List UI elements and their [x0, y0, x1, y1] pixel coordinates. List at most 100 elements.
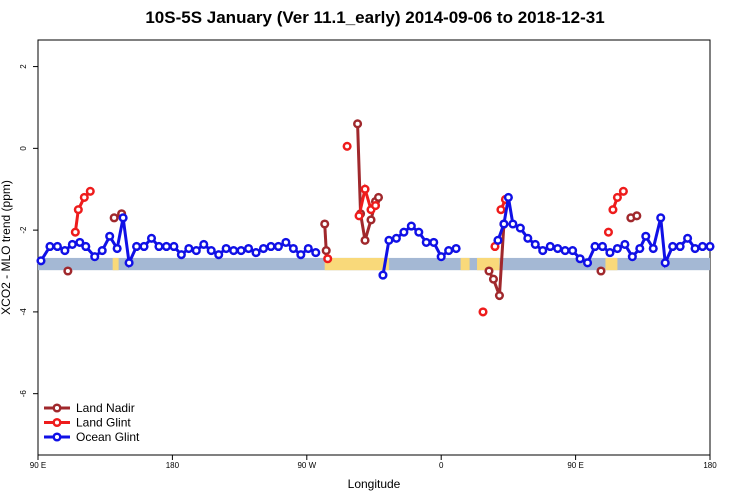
data-point	[90, 252, 100, 262]
data-point	[63, 266, 73, 276]
data-point	[191, 246, 201, 256]
data-point	[320, 219, 330, 229]
data-point	[635, 243, 645, 254]
data-point	[675, 241, 685, 252]
data-point	[603, 227, 614, 237]
data-point	[258, 243, 269, 254]
x-tick-label: 90 E	[30, 461, 46, 470]
land-band-segment	[460, 257, 470, 271]
y-axis-label: XCO2 - MLO trend (ppm)	[0, 180, 13, 315]
data-point	[582, 258, 593, 268]
data-point	[52, 241, 62, 252]
data-point	[236, 246, 246, 256]
data-point	[496, 205, 506, 215]
series-ocean-glint	[36, 192, 715, 280]
data-point	[515, 223, 525, 233]
x-tick-label: 180	[703, 461, 717, 470]
data-point	[697, 241, 708, 252]
data-point	[36, 256, 46, 266]
data-point	[612, 243, 622, 254]
data-point	[620, 239, 630, 249]
data-point	[311, 248, 321, 258]
data-point	[73, 205, 83, 215]
x-tick-label: 90 E	[567, 461, 583, 470]
data-point	[266, 241, 276, 252]
data-point	[303, 243, 313, 254]
axes: 90 E 180 90 W 0 90 E 180 2 0 -2 -4 -6	[19, 64, 717, 470]
data-point	[109, 213, 119, 223]
data-point	[75, 237, 85, 247]
data-point	[683, 233, 693, 243]
data-point	[184, 243, 194, 254]
legend-marker	[52, 417, 62, 428]
data-point	[384, 235, 394, 245]
data-point	[124, 258, 134, 268]
data-point	[354, 211, 364, 221]
data-point	[553, 243, 563, 254]
data-point	[451, 243, 461, 254]
data-point	[244, 243, 254, 254]
data-point	[199, 239, 209, 249]
data-point	[281, 237, 291, 247]
data-point	[169, 241, 179, 252]
data-point	[146, 233, 157, 243]
data-point	[373, 192, 384, 202]
data-point	[360, 235, 370, 245]
y-tick-label: -6	[19, 390, 28, 398]
data-point	[214, 250, 224, 260]
legend-marker	[52, 403, 62, 413]
data-point	[421, 237, 431, 247]
data-point	[444, 246, 454, 256]
data-point	[596, 266, 606, 276]
data-point	[366, 215, 376, 225]
y-tick-label: -4	[19, 308, 28, 316]
data-point	[45, 241, 55, 252]
data-point	[618, 186, 628, 196]
data-point	[360, 184, 370, 194]
data-point	[538, 246, 548, 256]
data-point	[590, 241, 600, 252]
data-point	[353, 119, 363, 129]
chart-title: 10S-5S January (Ver 11.1_early) 2014-09-…	[145, 8, 605, 27]
data-point	[503, 192, 513, 202]
data-point	[288, 243, 298, 254]
data-point	[85, 186, 95, 196]
data-point	[508, 219, 518, 229]
data-point	[81, 241, 91, 252]
data-point	[229, 246, 239, 256]
data-point	[568, 246, 578, 256]
data-point	[378, 270, 388, 280]
data-point	[632, 211, 642, 221]
series-land-nadir	[63, 119, 642, 301]
data-point	[488, 274, 499, 284]
data-point	[668, 241, 678, 252]
series-line	[487, 223, 506, 297]
data-point	[705, 241, 715, 252]
data-point	[575, 254, 585, 264]
data-point	[484, 266, 494, 276]
data-point	[494, 290, 504, 301]
data-point	[97, 246, 107, 256]
data-point	[342, 141, 352, 151]
x-tick-label: 90 W	[297, 461, 316, 470]
data-point	[176, 250, 186, 260]
data-point	[493, 235, 503, 245]
land-band-segment	[477, 257, 500, 271]
data-point	[627, 252, 637, 262]
data-point	[370, 201, 381, 211]
data-point	[132, 241, 142, 252]
data-point	[118, 213, 128, 223]
legend-entry-label: Land Nadir	[76, 401, 135, 415]
legend-entry-label: Land Glint	[76, 416, 131, 430]
data-point	[399, 227, 409, 237]
data-point	[597, 241, 608, 252]
x-axis-label: Longitude	[348, 477, 401, 491]
legend-entry-label: Ocean Glint	[76, 430, 140, 444]
data-point	[478, 307, 488, 317]
data-point	[221, 243, 231, 254]
y-tick-label: -2	[19, 226, 28, 234]
data-point	[105, 231, 115, 241]
y-tick-label: 2	[19, 64, 28, 69]
legend-marker	[52, 432, 62, 442]
